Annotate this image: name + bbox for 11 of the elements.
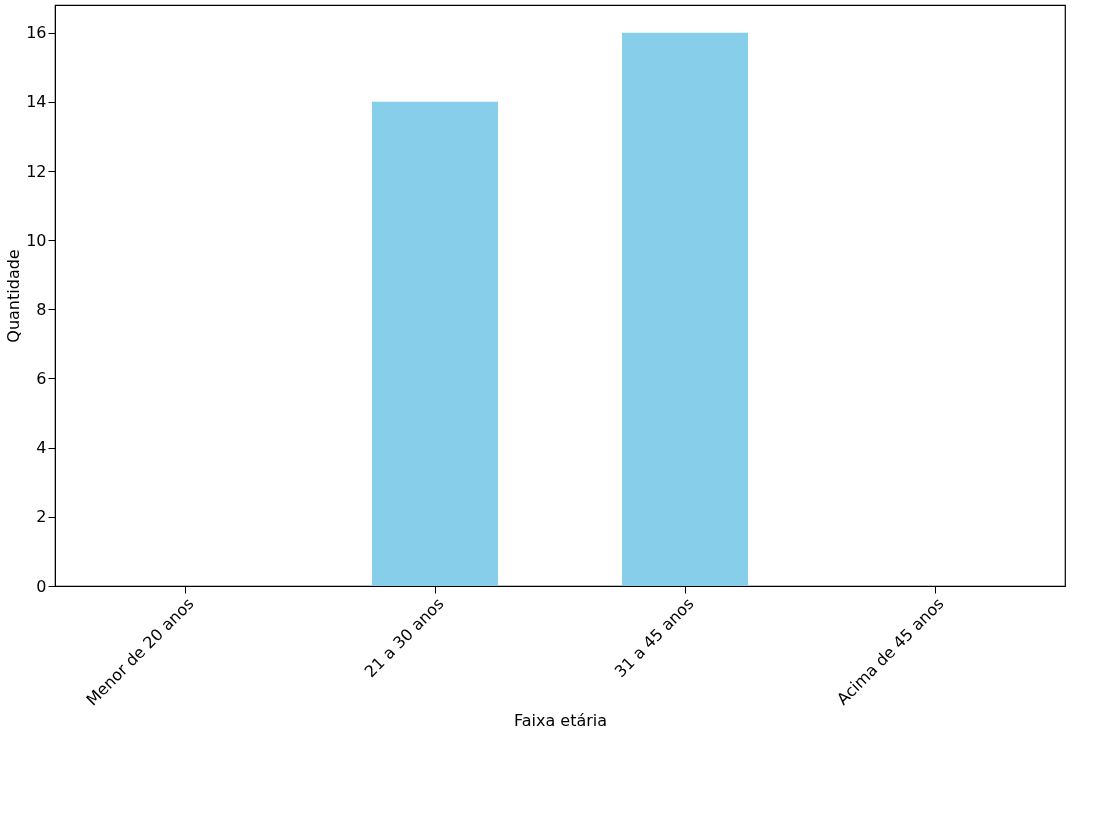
y-tick-label: 14 bbox=[26, 92, 47, 112]
y-tick-label: 8 bbox=[36, 299, 47, 319]
y-axis-title: Quantidade bbox=[4, 249, 24, 343]
y-tick-label: 2 bbox=[36, 507, 47, 527]
y-tick-label: 6 bbox=[36, 369, 47, 388]
y-tick-label: 12 bbox=[26, 161, 47, 181]
y-tick-label: 16 bbox=[26, 23, 47, 43]
y-tick-label: 4 bbox=[36, 438, 47, 458]
y-tick-label: 0 bbox=[36, 576, 47, 596]
y-tick-label: 10 bbox=[26, 230, 47, 250]
x-axis-title: Faixa etária bbox=[513, 710, 608, 730]
